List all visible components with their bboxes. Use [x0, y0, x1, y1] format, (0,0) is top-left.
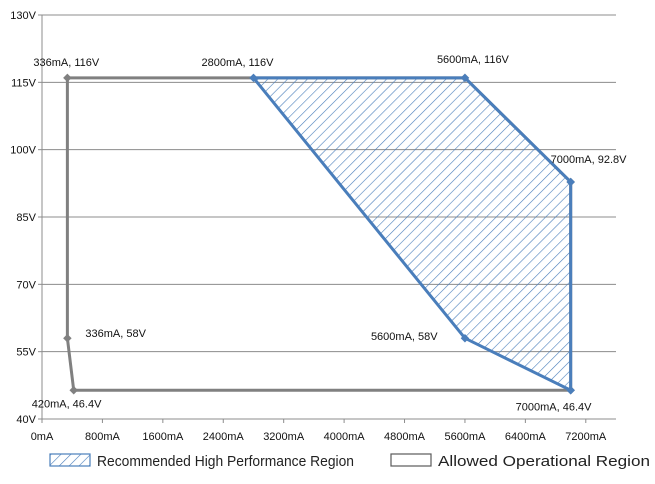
y-tick-label: 70V: [16, 279, 36, 291]
y-tick-label: 115V: [11, 77, 37, 89]
x-tick-label: 0mA: [31, 431, 54, 443]
recommended-region-marker: [460, 333, 470, 343]
data-label: 7000mA, 46.4V: [516, 401, 592, 413]
y-tick-label: 100V: [10, 145, 36, 157]
y-tick-label: 40V: [16, 414, 36, 426]
data-label: 5600mA, 58V: [371, 331, 438, 343]
x-tick-label: 6400mA: [505, 431, 547, 443]
recommended-region-marker: [460, 73, 470, 83]
recommended-region-marker: [249, 73, 258, 83]
x-tick-label: 4800mA: [384, 431, 426, 443]
data-label: 336mA, 58V: [85, 328, 146, 340]
data-label: 7000mA, 92.8V: [551, 154, 627, 166]
legend-swatch-allowed: [390, 453, 432, 467]
legend-label-allowed: Allowed Operational Region: [438, 453, 650, 470]
data-label: 336mA, 116V: [33, 57, 100, 69]
recommended-region-marker: [566, 386, 575, 395]
x-tick-label: 4000mA: [324, 431, 366, 443]
data-label: 5600mA, 116V: [437, 54, 510, 66]
x-tick-label: 800mA: [85, 431, 121, 443]
legend: Recommended High Performance Region Allow…: [49, 453, 650, 470]
x-tick-label: 7200mA: [565, 431, 607, 443]
x-tick-label: 5600mA: [444, 431, 486, 443]
data-label: 420mA, 46.4V: [32, 398, 102, 410]
legend-label-recommended: Recommended High Performance Region: [97, 453, 354, 470]
allowed-region-marker: [63, 73, 72, 83]
x-tick-label: 2400mA: [203, 431, 245, 443]
allowed-region-marker: [69, 386, 78, 395]
data-label: 2800mA, 116V: [201, 57, 274, 69]
y-tick-label: 85V: [16, 212, 36, 224]
y-tick-label: 130V: [10, 10, 36, 22]
series-layer: [63, 73, 575, 395]
y-tick-label: 55V: [16, 347, 36, 359]
x-tick-label: 1600mA: [142, 431, 184, 443]
axes: 40V 55V 70V 85V 100V 115V 130V 0mA 800mA 1600mA 24…: [10, 10, 607, 443]
recommended-region-area: [251, 76, 573, 392]
legend-swatch-recommended: [49, 453, 91, 467]
data-labels: 2800mA, 116V 5600mA, 116V 7000mA, 92.8V 700…: [32, 54, 627, 413]
allowed-region-marker: [63, 333, 72, 343]
x-tick-label: 3200mA: [263, 431, 305, 443]
